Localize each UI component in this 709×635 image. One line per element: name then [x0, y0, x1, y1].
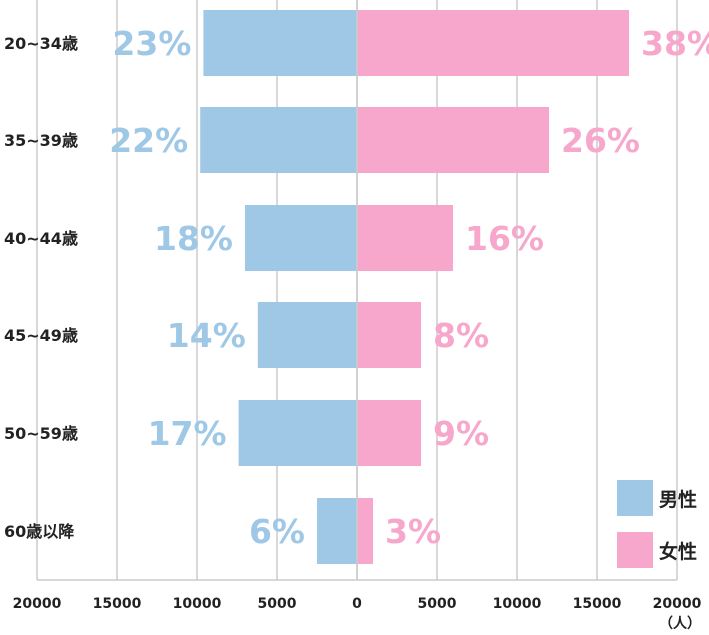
x-tick-label: 0 — [352, 596, 362, 612]
bar-male — [203, 10, 357, 76]
legend-item-female: 女性 — [617, 532, 697, 568]
bar-male — [200, 107, 357, 173]
data-label-male: 22% — [109, 121, 188, 160]
bar-male — [257, 302, 357, 368]
x-tick-label: 15000 — [93, 596, 142, 612]
bar-male — [317, 498, 357, 564]
bar-female — [357, 10, 629, 76]
data-label-female: 16% — [465, 219, 544, 258]
legend-label: 女性 — [659, 540, 697, 563]
category-label: 35~39歳 — [4, 131, 78, 150]
category-label: 60歳以降 — [4, 522, 75, 541]
bar-female — [357, 400, 421, 466]
x-tick-label: 5000 — [258, 596, 297, 612]
data-label-male: 18% — [154, 219, 233, 258]
category-label: 50~59歳 — [4, 424, 78, 443]
bar-female — [357, 498, 373, 564]
data-label-female: 3% — [385, 512, 441, 551]
bar-female — [357, 302, 421, 368]
unit-label: （人） — [659, 615, 701, 632]
data-label-female: 9% — [433, 414, 489, 453]
data-label-female: 38% — [641, 24, 709, 63]
data-label-male: 23% — [112, 24, 191, 63]
x-tick-label: 20000 — [653, 596, 702, 612]
category-label: 45~49歳 — [4, 326, 78, 345]
bar-female — [357, 205, 453, 271]
data-label-female: 8% — [433, 316, 489, 355]
legend-swatch — [617, 480, 653, 516]
axis-layer: 20000 15000 10000 5000 0 5000 10000 15000 20000 — [13, 0, 702, 612]
legend-swatch — [617, 532, 653, 568]
x-tick-label: 15000 — [573, 596, 622, 612]
category-label: 20~34歳 — [4, 34, 78, 53]
label-layer: 20~34歳 23% 38% 35~39歳 22% 26% 40~44歳 18% 16% 45~4… — [4, 24, 709, 551]
bar-female — [357, 107, 549, 173]
legend-item-male: 男性 — [617, 480, 697, 516]
data-label-female: 26% — [561, 121, 640, 160]
category-label: 40~44歳 — [4, 229, 78, 248]
x-tick-label: 10000 — [173, 596, 222, 612]
x-tick-label: 20000 — [13, 596, 62, 612]
data-label-male: 14% — [167, 316, 246, 355]
bar-male — [245, 205, 357, 271]
x-tick-label: 10000 — [493, 596, 542, 612]
x-tick-label: 5000 — [418, 596, 457, 612]
bar-male — [238, 400, 357, 466]
data-label-male: 17% — [148, 414, 227, 453]
legend-label: 男性 — [659, 488, 697, 511]
bar-layer — [200, 10, 629, 564]
data-label-male: 6% — [249, 512, 305, 551]
